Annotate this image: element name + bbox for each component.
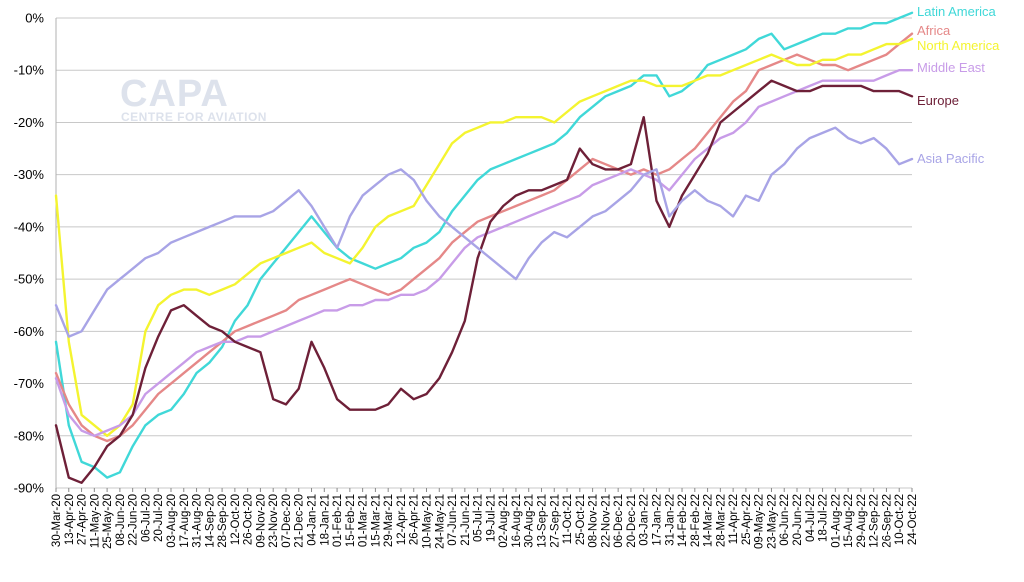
x-tick-label: 15-Mar-21 bbox=[370, 494, 382, 547]
x-tick-label: 07-Dec-20 bbox=[281, 494, 293, 548]
series-line-europe bbox=[54, 79, 914, 484]
x-tick-label: 13-Apr-20 bbox=[64, 494, 76, 545]
x-tick-label: 06-Dec-21 bbox=[613, 494, 625, 548]
x-tick-label: 01-Aug-22 bbox=[830, 494, 842, 548]
x-tick-label: 14-Mar-22 bbox=[703, 494, 715, 547]
x-tick-label: 19-Jul-21 bbox=[485, 494, 497, 542]
x-tick-label: 24-Oct-22 bbox=[907, 494, 919, 545]
x-tick-label: 24-May-21 bbox=[434, 494, 446, 549]
series-line-middle-east bbox=[54, 68, 914, 437]
x-tick-label: 07-Jun-21 bbox=[447, 494, 459, 546]
x-tick-label: 25-May-20 bbox=[102, 494, 114, 549]
x-tick-label: 25-Oct-21 bbox=[575, 494, 587, 545]
x-tick-label: 14-Sep-20 bbox=[204, 494, 216, 548]
y-tick-label: -70% bbox=[14, 376, 45, 391]
x-tick-label: 10-Oct-22 bbox=[894, 494, 906, 545]
x-tick-label: 30-Mar-20 bbox=[51, 494, 63, 547]
x-tick-label: 23-Nov-20 bbox=[268, 494, 280, 548]
x-tick-label: 12-Apr-21 bbox=[396, 494, 408, 545]
x-tick-label: 02-Aug-21 bbox=[498, 494, 510, 548]
y-axis: 0% -10% -20% -30% -40% -50% -60% -70% -80% -90% bbox=[14, 11, 45, 496]
x-tick-label: 20-Dec-21 bbox=[626, 494, 638, 548]
x-tick-label: 01-Feb-21 bbox=[332, 494, 344, 547]
y-tick-label: -20% bbox=[14, 115, 45, 130]
x-tick-label: 28-Mar-22 bbox=[715, 494, 727, 547]
y-tick-label: -90% bbox=[14, 481, 45, 496]
series-label-africa: Africa bbox=[917, 23, 951, 38]
x-tick-label: 21-Jun-21 bbox=[460, 494, 472, 546]
x-tick-label: 03-Jan-22 bbox=[639, 494, 651, 546]
x-tick-label: 26-Apr-21 bbox=[409, 494, 421, 545]
x-tick-label: 26-Sep-22 bbox=[881, 494, 893, 548]
series-line-north-america bbox=[54, 37, 914, 437]
y-tick-label: -80% bbox=[14, 428, 45, 443]
x-tick-label: 31-Jan-22 bbox=[664, 494, 676, 546]
x-tick-label: 04-Jul-22 bbox=[805, 494, 817, 542]
series-label-latin-america: Latin America bbox=[917, 4, 997, 19]
x-tick-label: 08-Nov-21 bbox=[588, 494, 600, 548]
x-tick-label: 22-Jun-20 bbox=[128, 494, 140, 546]
series-label-north-america: North America bbox=[917, 38, 1000, 53]
x-tick-label: 12-Sep-22 bbox=[869, 494, 881, 548]
series-label-europe: Europe bbox=[917, 93, 959, 108]
series-line-latin-america bbox=[54, 11, 914, 479]
x-tick-label: 09-May-22 bbox=[754, 494, 766, 549]
x-tick-label: 17-Jan-22 bbox=[651, 494, 663, 546]
x-tick-label: 27-Apr-20 bbox=[77, 494, 89, 545]
x-tick-label: 21-Dec-20 bbox=[294, 494, 306, 548]
series-line-asia-pacific bbox=[54, 126, 914, 338]
x-tick-label: 26-Oct-20 bbox=[243, 494, 255, 545]
x-tick-label: 30-Aug-21 bbox=[524, 494, 536, 548]
x-tick-label: 16-Aug-21 bbox=[511, 494, 523, 548]
series-layer bbox=[54, 11, 914, 484]
x-tick-label: 06-Jul-20 bbox=[140, 494, 152, 542]
x-tick-label: 15-Aug-22 bbox=[843, 494, 855, 548]
x-tick-label: 12-Oct-20 bbox=[230, 494, 242, 545]
x-tick-label: 31-Aug-20 bbox=[192, 494, 204, 548]
x-tick-label: 13-Sep-21 bbox=[536, 494, 548, 548]
x-tick-label: 28-Feb-22 bbox=[690, 494, 702, 547]
y-tick-label: -60% bbox=[14, 324, 45, 339]
x-tick-label: 20-Jun-22 bbox=[792, 494, 804, 546]
watermark-brand: CAPA bbox=[120, 73, 229, 115]
x-axis: 30-Mar-20 13-Apr-20 27-Apr-20 11-May-20 25-M… bbox=[51, 488, 919, 549]
x-tick-label: 09-Nov-20 bbox=[255, 494, 267, 548]
x-tick-label: 04-Jan-21 bbox=[307, 494, 319, 546]
x-tick-label: 11-Apr-22 bbox=[728, 494, 740, 544]
x-tick-label: 14-Feb-22 bbox=[677, 494, 689, 547]
x-tick-label: 27-Sep-21 bbox=[549, 494, 561, 548]
grid-layer bbox=[55, 17, 912, 489]
x-tick-label: 28-Sep-20 bbox=[217, 494, 229, 548]
x-tick-label: 17-Aug-20 bbox=[179, 494, 191, 548]
x-tick-label: 10-May-21 bbox=[422, 494, 434, 549]
x-tick-label: 29-Aug-22 bbox=[856, 494, 868, 548]
x-tick-label: 15-Feb-21 bbox=[345, 494, 357, 547]
x-tick-label: 08-Jun-20 bbox=[115, 494, 127, 546]
x-tick-label: 11-May-20 bbox=[89, 494, 101, 548]
x-tick-label: 22-Nov-21 bbox=[600, 494, 612, 548]
x-tick-label: 01-Mar-21 bbox=[358, 494, 370, 547]
x-tick-label: 11-Oct-21 bbox=[562, 494, 574, 544]
x-tick-label: 06-Jun-22 bbox=[779, 494, 791, 546]
x-tick-label: 23-May-22 bbox=[766, 494, 778, 549]
x-tick-label: 25-Apr-22 bbox=[741, 494, 753, 545]
y-tick-label: -50% bbox=[14, 272, 45, 287]
y-tick-label: -10% bbox=[14, 63, 45, 78]
x-tick-label: 05-Jul-21 bbox=[473, 494, 485, 542]
watermark-tagline: CENTRE FOR AVIATION bbox=[121, 110, 267, 124]
series-label-middle-east: Middle East bbox=[917, 60, 985, 75]
y-tick-label: -40% bbox=[14, 219, 45, 234]
x-tick-label: 20-Jul-20 bbox=[153, 494, 165, 542]
x-tick-label: 18-Jul-22 bbox=[818, 494, 830, 542]
series-line-africa bbox=[54, 32, 914, 443]
y-tick-label: 0% bbox=[25, 11, 44, 26]
x-tick-label: 03-Aug-20 bbox=[166, 494, 178, 548]
capa-watermark: CAPA CENTRE FOR AVIATION bbox=[120, 73, 267, 124]
x-tick-label: 29-Mar-21 bbox=[383, 494, 395, 547]
x-tick-label: 18-Jan-21 bbox=[319, 494, 331, 546]
y-tick-label: -30% bbox=[14, 167, 45, 182]
series-label-asia-pacific: Asia Pacific bbox=[917, 151, 985, 166]
